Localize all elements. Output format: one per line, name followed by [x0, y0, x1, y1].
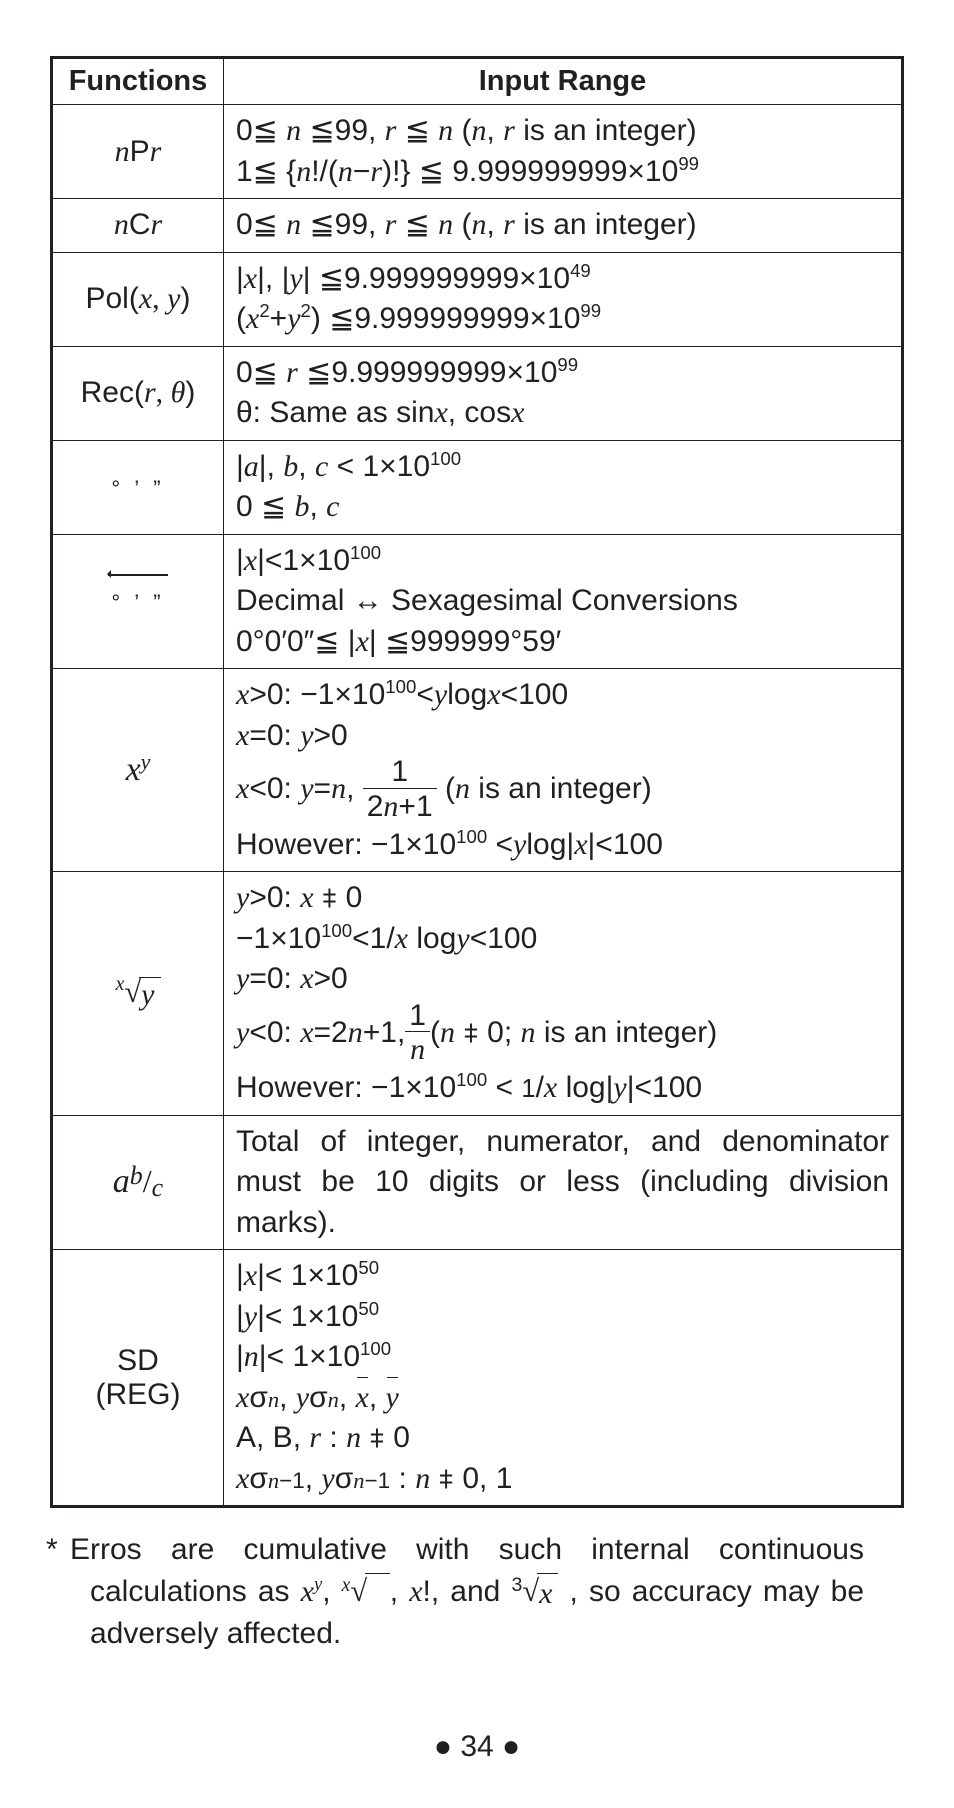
row-abc: ab/c Total of integer, numerator, and de…: [52, 1115, 903, 1250]
row-xy: xy x>0: −1×10100<ylogx<100 x=0: y>0 x<0:…: [52, 669, 903, 872]
rng-rec: 0≦ r ≦9.999999999×1099 θ: Same as sinx, …: [224, 346, 903, 440]
rng-abc: Total of integer, numerator, and denomin…: [224, 1115, 903, 1250]
row-ncr: nCr 0≦ n ≦99, r ≦ n (n, r is an integer): [52, 199, 903, 253]
fn-npr: nPr: [52, 105, 224, 199]
fn-sd: SD(REG): [52, 1250, 224, 1507]
footnote: *Erros are cumulative with such internal…: [90, 1530, 864, 1655]
fn-dms-conv: ° ’ ”: [52, 534, 224, 669]
fn-abc: ab/c: [52, 1115, 224, 1250]
page-number: ● 34 ●: [0, 1730, 954, 1764]
rng-dms: |a|, b, c < 1×10100 0 ≦ b, c: [224, 440, 903, 534]
rng-dms-conv: |x|<1×10100 Decimal ↔ Sexagesimal Conver…: [224, 534, 903, 669]
rng-sd: |x|< 1×1050 |y|< 1×1050 |n|< 1×10100 xσn…: [224, 1250, 903, 1507]
header-input-range: Input Range: [224, 58, 903, 105]
rng-ncr: 0≦ n ≦99, r ≦ n (n, r is an integer): [224, 199, 903, 253]
row-xroot: x√y y>0: x ⧧ 0 −1×10100<1/x logy<100 y=0…: [52, 872, 903, 1116]
fn-xy: xy: [52, 669, 224, 872]
rng-pol: |x|, |y| ≦9.999999999×1049 (x2+y2) ≦9.99…: [224, 252, 903, 346]
row-pol: Pol(x, y) |x|, |y| ≦9.999999999×1049 (x2…: [52, 252, 903, 346]
row-dms-conv: ° ’ ” |x|<1×10100 Decimal ↔ Sexagesimal …: [52, 534, 903, 669]
row-sd: SD(REG) |x|< 1×1050 |y|< 1×1050 |n|< 1×1…: [52, 1250, 903, 1507]
fn-rec: Rec(r, θ): [52, 346, 224, 440]
row-npr: nPr 0≦ n ≦99, r ≦ n (n, r is an integer)…: [52, 105, 903, 199]
header-functions: Functions: [52, 58, 224, 105]
fn-pol: Pol(x, y): [52, 252, 224, 346]
row-dms: ° ’ ” |a|, b, c < 1×10100 0 ≦ b, c: [52, 440, 903, 534]
row-rec: Rec(r, θ) 0≦ r ≦9.999999999×1099 θ: Same…: [52, 346, 903, 440]
rng-xroot: y>0: x ⧧ 0 −1×10100<1/x logy<100 y=0: x>…: [224, 872, 903, 1116]
input-range-table: Functions Input Range nPr 0≦ n ≦99, r ≦ …: [50, 56, 904, 1508]
fn-ncr: nCr: [52, 199, 224, 253]
fn-dms: ° ’ ”: [52, 440, 224, 534]
rng-npr: 0≦ n ≦99, r ≦ n (n, r is an integer) 1≦ …: [224, 105, 903, 199]
fn-xroot: x√y: [52, 872, 224, 1116]
rng-xy: x>0: −1×10100<ylogx<100 x=0: y>0 x<0: y=…: [224, 669, 903, 872]
